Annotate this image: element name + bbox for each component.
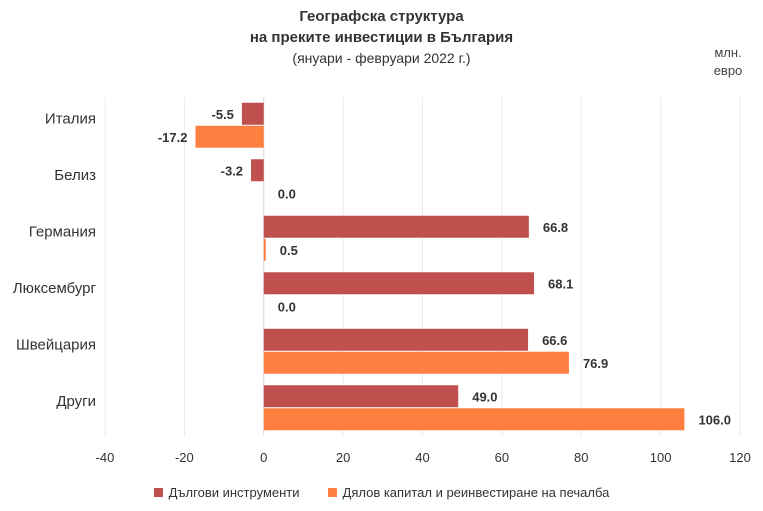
data-label: -5.5 xyxy=(212,107,234,122)
bar-equity xyxy=(263,238,266,261)
chart-title-line2: на преките инвестиции в България xyxy=(249,29,514,46)
category-label: Люксембург xyxy=(13,280,97,297)
x-tick-label: 80 xyxy=(574,450,588,465)
x-tick-label: 120 xyxy=(729,450,751,465)
x-tick-label: 60 xyxy=(495,450,509,465)
bar-debt xyxy=(241,102,264,125)
category-label: Германия xyxy=(29,223,96,240)
data-label: 66.8 xyxy=(543,220,568,235)
chart-subtitle: (януари - февруари 2022 г.) xyxy=(292,50,471,66)
x-tick-label: -20 xyxy=(175,450,194,465)
data-label: -17.2 xyxy=(158,130,188,145)
bar-debt xyxy=(263,272,535,295)
data-label: 66.6 xyxy=(542,333,567,348)
data-label: 49.0 xyxy=(472,389,497,404)
category-label: Други xyxy=(56,393,96,410)
x-tick-label: 0 xyxy=(260,450,267,465)
legend-label-debt: Дългови инструменти xyxy=(168,485,300,500)
data-label: 0.5 xyxy=(280,243,298,258)
bar-debt xyxy=(263,215,529,238)
data-label: 76.9 xyxy=(583,356,608,371)
bar-chart: -40 -20 0 20 40 60 80 100 120 Италия -5.5 -17.2 Бели… xyxy=(13,97,751,465)
data-label: 106.0 xyxy=(698,412,731,427)
bar-equity xyxy=(263,408,685,431)
legend-swatch-debt xyxy=(153,488,163,497)
data-label: 0.0 xyxy=(278,186,296,201)
category-label: Италия xyxy=(45,110,96,127)
x-tick-label: 100 xyxy=(650,450,672,465)
x-tick-label: 40 xyxy=(415,450,429,465)
data-label: 68.1 xyxy=(548,276,573,291)
legend-label-equity: Дялов капитал и реинвестиране на печалба xyxy=(342,485,610,500)
x-tick-label: 20 xyxy=(336,450,350,465)
data-label: 0.0 xyxy=(278,299,296,314)
legend-item-debt: Дългови инструменти xyxy=(153,485,300,500)
data-label: -3.2 xyxy=(221,163,243,178)
legend-swatch-equity xyxy=(327,488,337,497)
bar-equity xyxy=(263,351,569,374)
chart-title: Географска структура xyxy=(299,8,464,25)
bar-debt xyxy=(263,328,529,351)
category-label: Белиз xyxy=(54,167,96,184)
legend-item-equity: Дялов капитал и реинвестиране на печалба xyxy=(327,485,610,500)
unit-label-line1: млн. xyxy=(714,45,742,60)
category-label: Швейцария xyxy=(16,336,96,353)
bar-debt xyxy=(263,385,459,408)
unit-label: млн. евро xyxy=(700,44,756,80)
legend: Дългови инструменти Дялов капитал и реин… xyxy=(0,485,763,500)
bar-equity xyxy=(195,125,264,148)
x-tick-label: -40 xyxy=(96,450,115,465)
bar-debt xyxy=(251,159,264,182)
unit-label-line2: евро xyxy=(713,63,743,78)
